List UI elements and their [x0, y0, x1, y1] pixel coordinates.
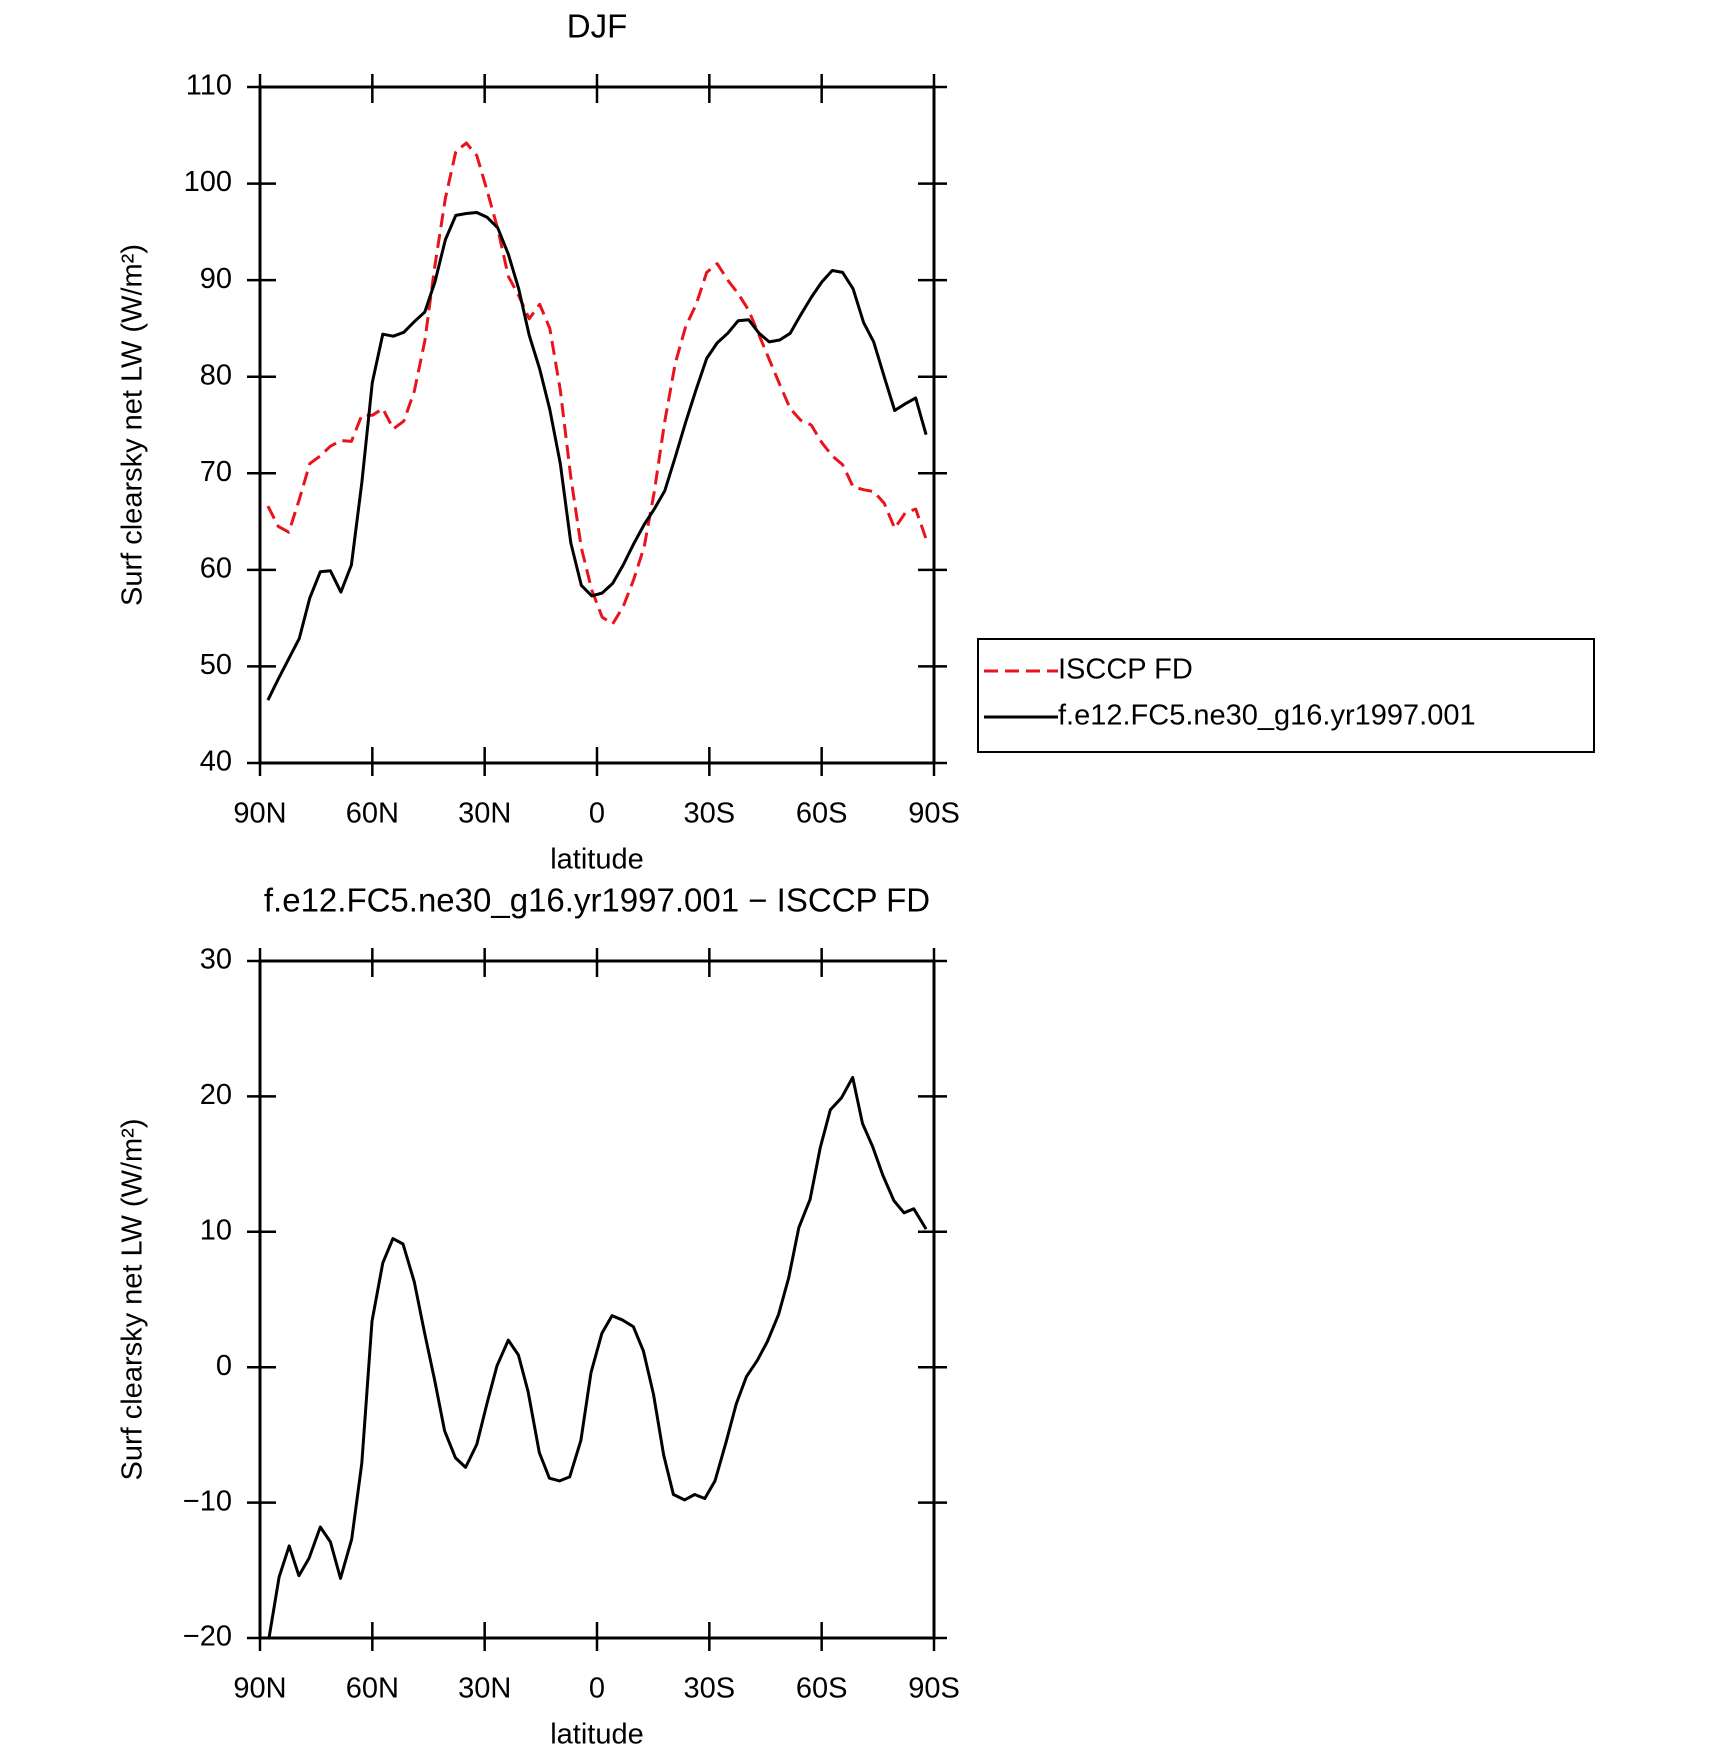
y-axis-label: Surf clearsky net LW (W/m²): [117, 1119, 149, 1481]
y-tick-label: 70: [200, 456, 232, 488]
x-tick-label: 90S: [908, 1673, 960, 1705]
legend-label: ISCCP FD: [1058, 654, 1193, 686]
x-axis-label: latitude: [550, 844, 644, 876]
x-tick-label: 90N: [233, 1673, 286, 1705]
x-tick-label: 60N: [346, 798, 399, 830]
legend-label: f.e12.FC5.ne30_g16.yr1997.001: [1058, 700, 1476, 732]
y-tick-label: 30: [200, 944, 232, 976]
y-tick-label: 90: [200, 263, 232, 295]
y-tick-label: 110: [186, 70, 232, 102]
y-tick-label: 40: [200, 746, 232, 778]
legend-box: [977, 638, 1595, 753]
y-tick-label: 80: [200, 359, 232, 391]
x-tick-label: 60N: [346, 1673, 399, 1705]
x-tick-label: 90S: [908, 798, 960, 830]
y-tick-label: 0: [216, 1350, 232, 1382]
y-tick-label: 60: [200, 553, 232, 585]
y-tick-label: 10: [200, 1214, 232, 1246]
chart-title: DJF: [567, 8, 628, 45]
x-tick-label: 30S: [684, 798, 736, 830]
x-tick-label: 60S: [796, 798, 848, 830]
x-tick-label: 0: [589, 1673, 605, 1705]
y-axis-label: Surf clearsky net LW (W/m²): [117, 244, 149, 606]
y-tick-label: −10: [183, 1485, 232, 1517]
x-tick-label: 60S: [796, 1673, 848, 1705]
x-axis-label: latitude: [550, 1719, 644, 1751]
y-tick-label: −20: [183, 1621, 232, 1653]
data-line: [267, 1075, 928, 1639]
data-line: [266, 141, 928, 626]
x-tick-label: 30N: [458, 1673, 511, 1705]
data-line: [266, 211, 928, 701]
y-tick-label: 50: [200, 649, 232, 681]
plot-frame: [258, 85, 936, 765]
y-tick-label: 100: [184, 166, 232, 198]
x-tick-label: 0: [589, 798, 605, 830]
plot-frame: [258, 959, 936, 1640]
x-tick-label: 90N: [233, 798, 286, 830]
y-tick-label: 20: [200, 1079, 232, 1111]
chart-title: f.e12.FC5.ne30_g16.yr1997.001 − ISCCP FD: [264, 882, 930, 919]
x-tick-label: 30N: [458, 798, 511, 830]
x-tick-label: 30S: [684, 1673, 736, 1705]
